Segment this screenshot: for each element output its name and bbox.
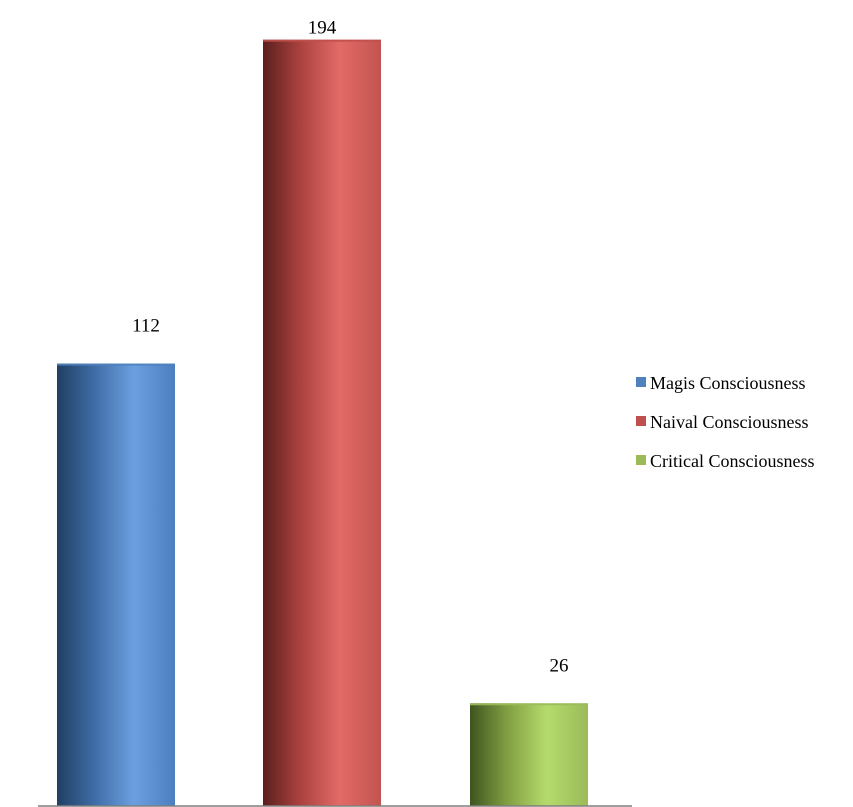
data-label-magis: 112 — [132, 316, 160, 337]
bar-magis — [57, 363, 175, 806]
bar-top-edge-naival — [263, 39, 381, 42]
bars-group — [57, 39, 588, 806]
data-label-naival: 194 — [308, 18, 337, 39]
legend-item-critical: Critical Consciousness — [636, 451, 815, 471]
legend-label-critical: Critical Consciousness — [650, 451, 815, 471]
legend-item-naival: Naival Consciousness — [636, 412, 808, 432]
legend-swatch-naival — [636, 416, 646, 426]
bar-top-edge-critical — [470, 703, 588, 706]
legend-swatch-critical — [636, 455, 646, 465]
bar-top-edge-magis — [57, 363, 175, 366]
legend-label-magis: Magis Consciousness — [650, 373, 806, 393]
legend-swatch-magis — [636, 377, 646, 387]
bar-naival — [263, 39, 381, 806]
data-label-critical: 26 — [550, 655, 569, 676]
legend: Magis Consciousness Naival Consciousness… — [636, 373, 815, 471]
legend-item-magis: Magis Consciousness — [636, 373, 806, 393]
legend-label-naival: Naival Consciousness — [650, 412, 808, 432]
bar-critical — [470, 703, 588, 806]
data-labels-group: 112 194 26 — [132, 18, 568, 677]
